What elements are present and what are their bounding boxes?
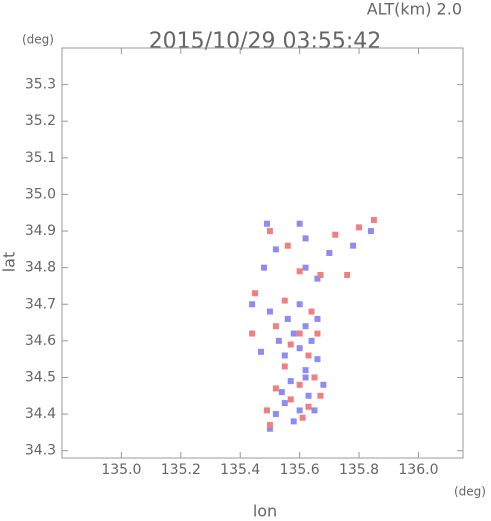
y-tick-label: 34.5: [25, 369, 56, 385]
echo-cell: [308, 337, 315, 344]
echo-cell: [314, 356, 321, 363]
y-tick-label: 34.7: [25, 296, 56, 312]
echo-cell: [281, 363, 288, 370]
echo-cell: [308, 308, 315, 315]
x-unit: (deg): [454, 485, 486, 499]
y-tick-label: 34.3: [25, 443, 56, 459]
echo-cell: [305, 403, 312, 410]
echo-cell: [296, 381, 303, 388]
echo-cell: [272, 246, 279, 253]
echo-cell: [266, 308, 273, 315]
echo-cell: [272, 323, 279, 330]
x-tick-label: 135.6: [280, 462, 320, 478]
x-tick-label: 135.4: [220, 462, 260, 478]
echo-cell: [296, 268, 303, 275]
echo-cell: [290, 330, 297, 337]
echo-cell: [296, 330, 303, 337]
echo-cell: [314, 315, 321, 322]
echo-cell: [302, 374, 309, 381]
x-tick-label: 135.2: [161, 462, 201, 478]
y-unit: (deg): [22, 33, 54, 47]
y-axis-label: lat: [0, 252, 19, 273]
echo-cell: [314, 275, 321, 282]
echo-cell: [272, 411, 279, 418]
y-tick-label: 35.2: [25, 113, 56, 129]
echo-cell: [311, 407, 318, 414]
echo-cell: [272, 385, 279, 392]
echo-cell: [296, 220, 303, 227]
x-axis-label: lon: [253, 502, 277, 521]
echo-cell: [263, 220, 270, 227]
echo-cell: [305, 392, 312, 399]
y-tick-label: 34.4: [25, 406, 56, 422]
plot-frame: [61, 47, 464, 459]
y-tick-label: 34.8: [25, 260, 56, 276]
y-tick-label: 35.3: [25, 77, 56, 93]
echo-cell: [266, 425, 273, 432]
altitude: ALT(km) 2.0: [367, 0, 462, 19]
echo-cell: [266, 228, 273, 235]
echo-cell: [252, 290, 259, 297]
echo-cell: [299, 414, 306, 421]
echo-cell: [314, 330, 321, 337]
echo-cell: [302, 367, 309, 374]
echo-cell: [287, 341, 294, 348]
echo-cell: [296, 407, 303, 414]
y-tick-label: 34.9: [25, 223, 56, 239]
echo-cell: [249, 301, 256, 308]
echo-cell: [370, 217, 377, 224]
echo-cell: [344, 271, 351, 278]
echo-cell: [317, 392, 324, 399]
echo-cell: [302, 323, 309, 330]
echo-cell: [320, 381, 327, 388]
x-tick-label: 135.0: [101, 462, 141, 478]
echo-cell: [278, 389, 285, 396]
echo-cell: [281, 400, 288, 407]
echo-cell: [350, 242, 357, 249]
echo-cell: [260, 264, 267, 271]
echo-cell: [263, 407, 270, 414]
echo-cell: [332, 231, 339, 238]
echo-cell: [258, 348, 265, 355]
x-tick-label: 135.8: [339, 462, 379, 478]
y-tick-label: 34.6: [25, 333, 56, 349]
echo-cell: [367, 228, 374, 235]
chart-title: 2015/10/29 03:55:42: [149, 29, 382, 54]
echo-cell: [317, 271, 324, 278]
echo-cell: [287, 378, 294, 385]
echo-cell: [302, 235, 309, 242]
echo-cell: [326, 250, 333, 256]
echo-cell: [249, 330, 256, 337]
echo-cell: [281, 297, 288, 304]
x-tick-label: 136.0: [398, 462, 438, 478]
echo-cell: [302, 264, 309, 271]
y-tick-label: 35.1: [25, 150, 56, 166]
echo-cell: [290, 418, 297, 425]
echo-cell: [296, 345, 303, 352]
echo-cell: [266, 422, 273, 429]
echo-cell: [284, 242, 291, 249]
echo-cell: [311, 374, 318, 381]
echo-cell: [284, 315, 291, 322]
echo-cell: [305, 352, 312, 359]
echo-cell: [281, 352, 288, 359]
echo-cell: [356, 224, 363, 231]
echo-cell: [287, 396, 294, 403]
echo-cell: [296, 301, 303, 308]
echo-cell: [275, 337, 282, 344]
y-tick-label: 35.0: [25, 186, 56, 202]
